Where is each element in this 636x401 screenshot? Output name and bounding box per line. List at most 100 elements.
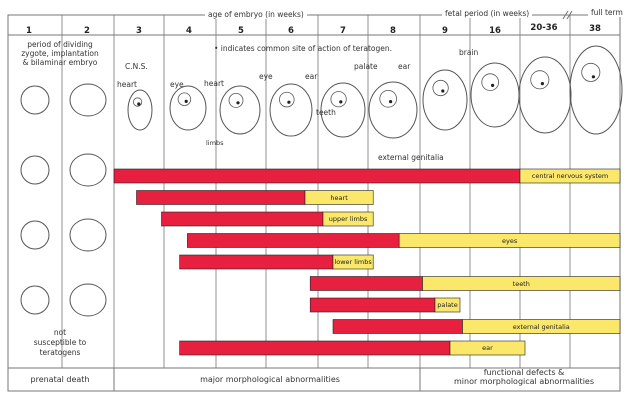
teratogen-dot [591,75,596,79]
less-sensitive-bar [398,233,621,248]
teratogen-dot [540,82,545,86]
embryo-head [133,97,143,107]
note-period-dividing: period of dividing [27,40,93,49]
footer-major-abnormalities: major morphological abnormalities [200,375,340,384]
critical-period-bar [187,233,400,248]
footer-functional-defects: functional defects & [483,368,565,377]
not-susceptible-line2: susceptible to [33,338,87,347]
fetal-period-label: fetal period (in weeks) [442,9,533,18]
less-sensitive-bar [519,168,621,184]
week-number: 4 [186,26,192,36]
zygote-sketch [20,155,50,185]
week-number: 3 [136,26,142,36]
teratogen-dot [287,100,291,104]
bar-label: heart [330,193,348,202]
embryo-sketch [320,82,366,138]
embryo-head [581,62,601,82]
note-zygote: zygote, implantation [21,49,99,58]
embryo-sketch [127,89,153,131]
embryo-head [279,91,295,108]
less-sensitive-bar [322,211,374,227]
embryo-sketch [169,85,207,131]
label-heart: heart [204,79,224,88]
zygote-sketch [20,220,50,250]
embryo-sketch [518,56,572,134]
footer-prenatal-death: prenatal death [30,375,90,384]
teratogen-dot [389,100,393,104]
zygote-sketch [20,85,50,115]
less-sensitive-bar [462,319,621,334]
embryo-sketch [422,69,468,131]
bar-label: upper limbs [328,215,368,223]
implantation-sketch [69,283,107,317]
teratogen-dot [137,102,141,106]
teratogen-dot [491,83,495,87]
less-sensitive-bar [304,190,374,205]
critical-period-bar [161,211,324,227]
embryo-sketch [269,83,313,137]
critical-period-bar [113,168,521,184]
embryo-sketch [368,81,418,139]
week-number: 9 [442,26,448,36]
label-heart: heart [117,80,137,89]
label-ear: ear [305,72,318,81]
full-term-label: full term [588,8,626,17]
week-number: 38 [589,24,601,34]
bar-label: central nervous system [531,172,609,180]
teratogen-legend: • indicates common site of action of ter… [214,44,393,53]
less-sensitive-bar [422,276,621,291]
bar-label: eyes [501,236,518,245]
critical-period-bar [332,319,463,334]
week-number: 20-36 [530,23,558,33]
critical-period-bar [179,254,334,270]
week-number: 8 [390,26,396,36]
axis-break [562,10,569,20]
embryo-head [228,93,244,108]
embryo-sketch [219,85,261,135]
teratogen-dot [441,89,445,93]
label-eye: eye [170,80,184,89]
label-teeth: teeth [316,108,336,117]
embryo-sketch [569,45,623,135]
teratogen-dot [339,100,343,104]
not-susceptible-line1: not [53,328,67,337]
embryo-head [379,90,398,108]
critical-period-bar [309,276,423,291]
note-bilaminar: & bilaminar embryo [22,58,98,67]
label-palate: palate [354,62,378,71]
label-limbs: limbs [206,139,224,147]
label-brain: brain [459,48,479,57]
less-sensitive-bar [332,254,374,270]
zygote-sketch [20,285,50,315]
implantation-sketch [69,153,107,187]
axis-break [566,10,573,20]
critical-period-bar [309,297,436,313]
week-number: 6 [288,26,294,36]
embryo-head [330,91,347,108]
label-ear: ear [398,62,411,71]
bar-label: palate [437,301,458,309]
implantation-sketch [69,83,107,117]
not-susceptible-line3: teratogens [39,348,81,357]
embryo-head [481,73,500,91]
week-number: 1 [26,26,32,36]
less-sensitive-bar [434,297,461,313]
critical-period-bar [136,190,306,205]
label-eye: eye [259,72,273,81]
week-number: 16 [489,26,501,36]
label-cns: C.N.S. [125,62,148,71]
embryo-period-label: age of embryo (in weeks) [205,10,307,19]
footer-minor-abnormalities: minor morphological abnormalities [454,377,594,386]
label-external-genitalia: external genitalia [378,153,444,162]
week-number: 5 [238,26,244,36]
less-sensitive-bar [449,340,526,356]
bar-label: external genitalia [512,322,570,331]
implantation-sketch [69,218,107,252]
teratogen-dot [184,99,188,103]
embryo-head [432,79,449,97]
week-number: 2 [84,26,90,36]
week-number: 7 [340,26,346,36]
teratogen-dot [236,101,240,105]
